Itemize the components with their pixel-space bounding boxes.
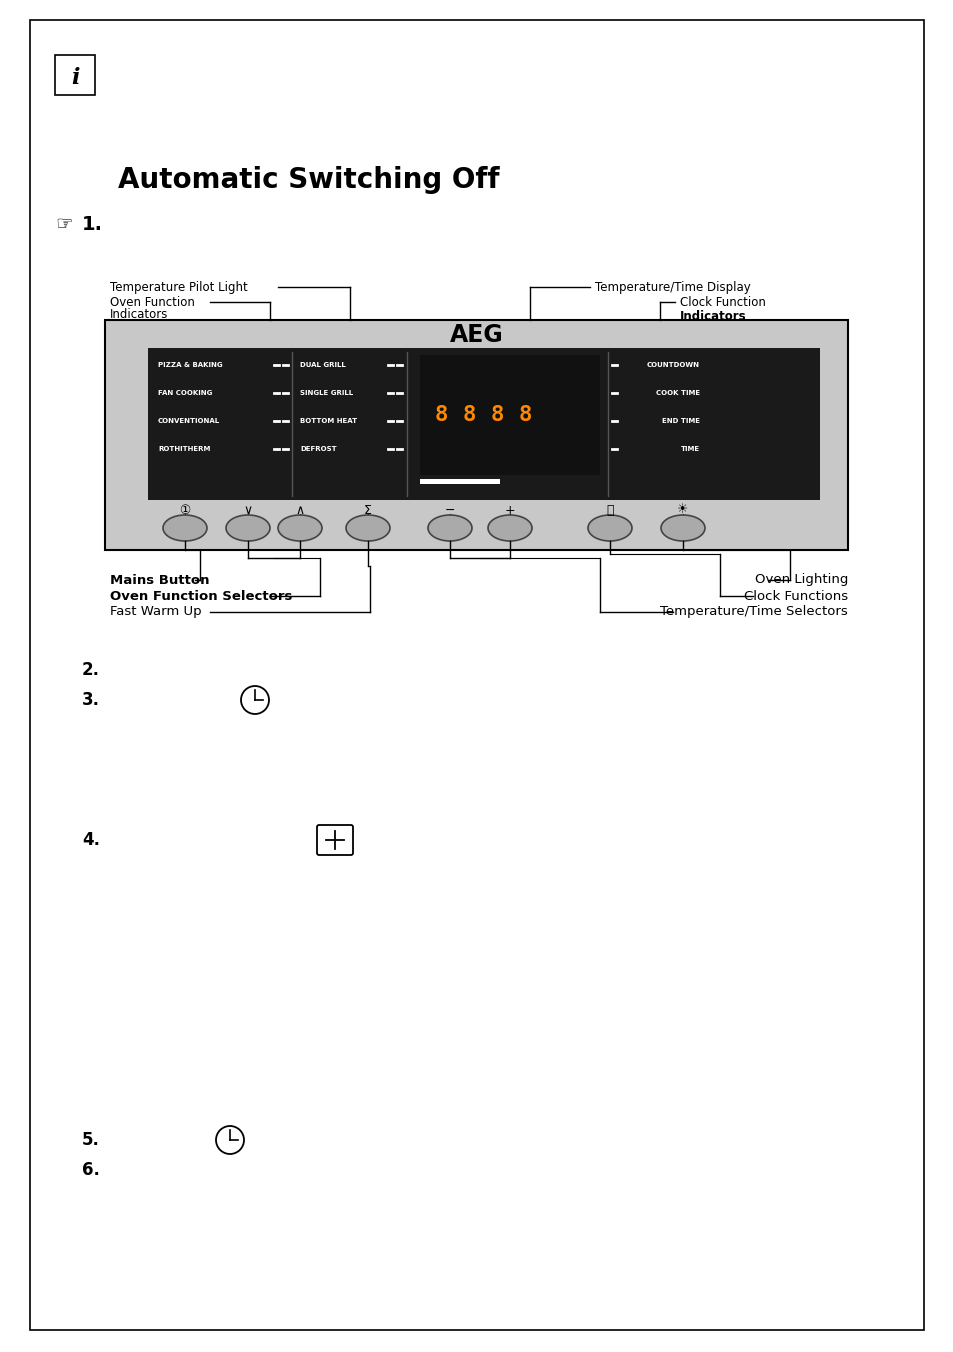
Text: COUNTDOWN: COUNTDOWN [646,362,700,368]
Text: Clock Function: Clock Function [679,296,765,308]
Ellipse shape [346,515,390,541]
Text: 5.: 5. [82,1132,100,1149]
Text: Oven Lighting: Oven Lighting [754,573,847,587]
Text: Temperature Pilot Light: Temperature Pilot Light [110,280,248,293]
Text: COOK TIME: COOK TIME [655,389,700,396]
Text: ROTHITHERM: ROTHITHERM [158,446,211,452]
Bar [105,320,847,550]
Text: Fast Warm Up: Fast Warm Up [110,606,201,618]
Bar [419,356,599,475]
Ellipse shape [488,515,532,541]
Text: 8: 8 [462,406,476,425]
Text: ☀: ☀ [677,503,688,516]
Text: +: + [504,503,515,516]
Ellipse shape [163,515,207,541]
Ellipse shape [226,515,270,541]
Text: Oven Function: Oven Function [110,296,194,308]
Ellipse shape [660,515,704,541]
Text: CONVENTIONAL: CONVENTIONAL [158,418,220,425]
Text: TIME: TIME [680,446,700,452]
Ellipse shape [215,1126,244,1155]
Ellipse shape [277,515,322,541]
Text: Mains Button: Mains Button [110,573,210,587]
Text: DUAL GRILL: DUAL GRILL [299,362,345,368]
Text: 8: 8 [517,406,531,425]
Bar [55,55,95,95]
Text: Indicators: Indicators [110,308,168,322]
Text: Indicators: Indicators [679,310,746,323]
Text: Temperature/Time Display: Temperature/Time Display [595,280,750,293]
Text: 8: 8 [434,406,447,425]
Text: Clock Functions: Clock Functions [743,589,847,603]
Text: BOTTOM HEAT: BOTTOM HEAT [299,418,356,425]
Text: 4.: 4. [82,831,100,849]
Text: DEFROST: DEFROST [299,446,336,452]
Text: PIZZA & BAKING: PIZZA & BAKING [158,362,222,368]
Text: i: i [71,68,79,89]
Bar [419,479,499,484]
Text: ①: ① [179,503,191,516]
FancyBboxPatch shape [316,825,353,854]
Text: END TIME: END TIME [661,418,700,425]
Text: ⌛: ⌛ [605,503,613,516]
Text: −: − [444,503,455,516]
Text: FAN COOKING: FAN COOKING [158,389,213,396]
Text: 8: 8 [490,406,503,425]
Text: 3.: 3. [82,691,100,708]
Text: ∧: ∧ [295,503,304,516]
Text: AEG: AEG [449,323,503,347]
Ellipse shape [241,685,269,714]
Text: ☞: ☞ [55,215,72,234]
Text: SINGLE GRILL: SINGLE GRILL [299,389,353,396]
Ellipse shape [428,515,472,541]
Text: 2.: 2. [82,661,100,679]
Ellipse shape [587,515,631,541]
Text: 6.: 6. [82,1161,100,1179]
Text: Σ: Σ [364,503,372,516]
Bar [148,347,820,500]
Text: Automatic Switching Off: Automatic Switching Off [118,166,499,193]
Text: Oven Function Selectors: Oven Function Selectors [110,589,292,603]
Text: Temperature/Time Selectors: Temperature/Time Selectors [659,606,847,618]
Text: ∨: ∨ [243,503,253,516]
Text: 1.: 1. [82,215,103,234]
